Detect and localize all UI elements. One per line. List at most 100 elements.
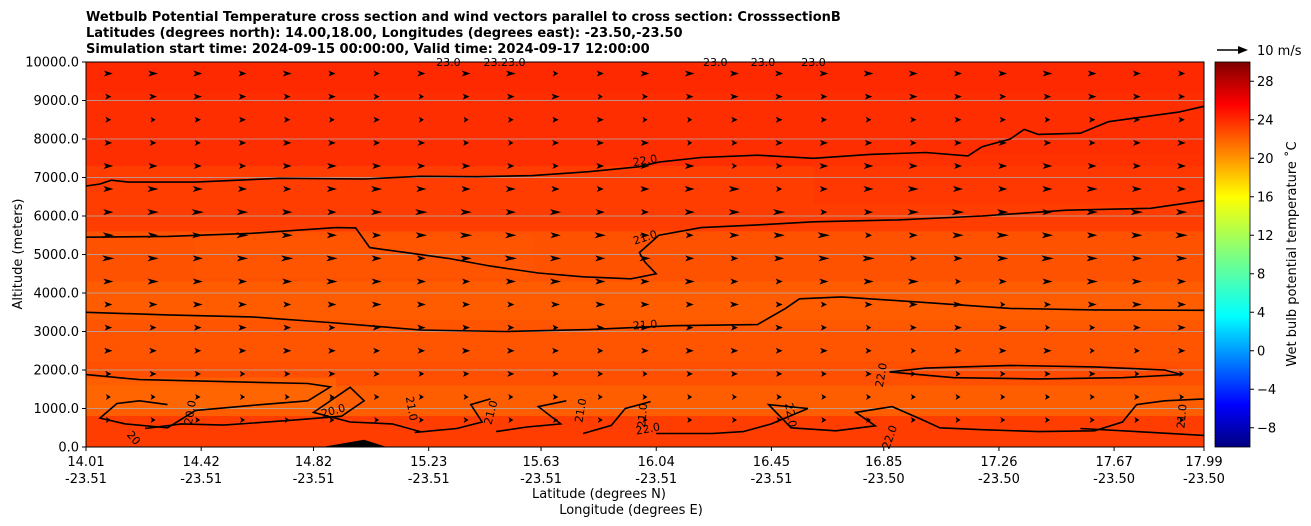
wind-arrow [418,393,424,400]
wind-arrow [238,70,247,77]
wind-arrow [462,370,470,377]
wind-arrow [1044,417,1050,424]
wind-arrow [549,255,562,262]
wind-arrow [1044,116,1051,123]
wind-arrow [1132,301,1142,308]
wind-arrow [596,162,605,169]
wind-arrow [954,347,962,354]
wind-arrow [775,116,783,123]
wind-arrow [1086,209,1098,216]
wind-arrow [776,186,783,193]
wind-arrow [549,278,562,285]
wind-arrow [150,393,156,400]
wind-arrow [195,417,201,424]
wind-arrow [908,301,918,308]
wind-arrow [730,70,739,77]
wind-arrow [505,70,516,77]
wind-arrow [865,116,872,123]
x-tick-label-lon: -23.51 [635,472,677,487]
wind-arrow [955,370,961,377]
wind-arrow [999,93,1007,100]
wind-arrow [462,324,470,331]
wind-arrow [1000,417,1006,424]
x-axis: 14.01 -23.51 14.42 -23.51 14.82 -23.51 15.23 -2… [65,447,1225,487]
wind-arrow [147,255,159,262]
wind-arrow [597,93,603,100]
wind-arrow [371,301,382,308]
wind-arrow [417,139,426,146]
wind-arrow [954,324,962,331]
wind-arrow [147,278,159,285]
wind-arrow [463,116,469,123]
wind-arrow [552,324,559,331]
wind-arrow [1089,324,1096,331]
wind-arrow [685,324,694,331]
wind-arrow [508,139,514,146]
wind-arrow [776,417,782,424]
wind-arrow [775,347,783,354]
wind-arrow [1087,232,1098,239]
wind-arrow [1131,255,1143,262]
wind-arrow [328,347,336,354]
contour-line [86,373,333,429]
contour-label: 21.0 [1174,403,1189,429]
wind-arrow [238,301,247,308]
wind-arrow [685,255,695,262]
wind-arrow [553,417,559,424]
wind-arrow [194,324,202,331]
wind-arrow [507,301,515,308]
wind-arrow [507,324,515,331]
wind-arrow [552,139,559,146]
wind-arrow [909,139,917,146]
wind-arrow [998,278,1007,285]
temperature-patch [813,154,1204,205]
wind-arrow [1089,393,1095,400]
wind-arrow [329,116,335,123]
contour-line [144,386,421,433]
wind-arrow [687,393,693,400]
wind-arrow [105,116,112,123]
contour-line [889,364,1182,380]
wind-arrow [910,393,916,400]
wind-arrow [462,278,471,285]
x-tick-label-lat: 14.01 [67,455,104,470]
wind-arrow [283,139,292,146]
wind-arrow [460,209,472,216]
wind-arrow [374,417,380,424]
colorbar-tick-label: 16 [1257,190,1274,205]
wind-arrow [819,278,829,285]
wind-arrow [639,255,651,262]
wind-arrow [864,301,873,308]
contour-line [495,400,567,433]
wind-arrow [1041,232,1054,239]
wind-arrow [642,116,648,123]
wind-arrow [1133,139,1141,146]
wind-arrow [641,93,649,100]
y-tick-label: 1000.0 [34,402,80,417]
chart-title-line-2: Latitudes (degrees north): 14.00,18.00, … [86,26,683,41]
wind-arrow [236,255,249,262]
wind-arrow [328,370,336,377]
wind-arrow [239,116,246,123]
wind-arrow [1133,347,1140,354]
wind-arrow [1042,70,1053,77]
wind-arrow [1133,93,1141,100]
wind-arrow [954,93,962,100]
wind-arrow [326,278,338,285]
wind-arrow [552,162,559,169]
wind-arrow [1178,93,1186,100]
wind-arrow [864,209,874,216]
wind-arrow [642,417,648,424]
colorbar-gradient [1214,61,1251,448]
quiver-key-label: 10 m/s [1257,44,1302,59]
wind-arrow [997,255,1009,262]
wind-arrow [371,186,383,193]
wind-arrow [507,93,515,100]
contour-label: 22.0 [782,402,799,428]
wind-arrow [239,393,246,400]
wind-arrow [1175,209,1188,216]
wind-arrow [372,232,382,239]
y-tick-label: 5000.0 [34,248,80,263]
y-tick-label: 0.0 [58,441,79,456]
wind-arrow [820,116,828,123]
